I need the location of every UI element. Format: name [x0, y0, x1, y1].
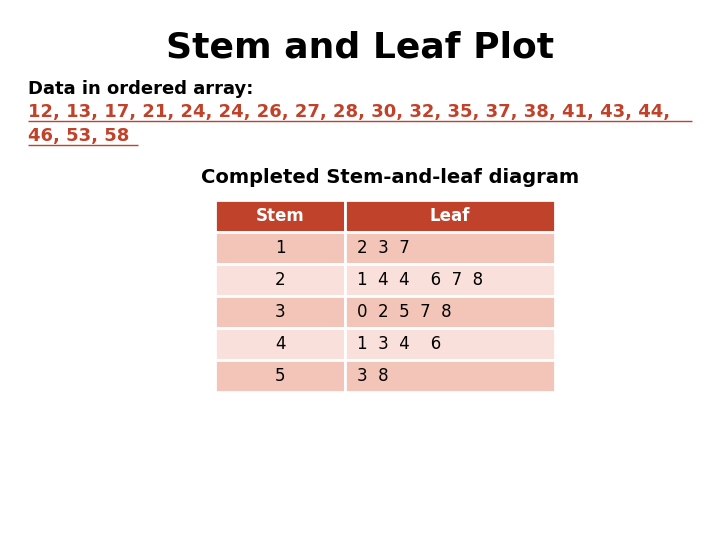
Bar — [215, 296, 345, 328]
Text: 3: 3 — [275, 303, 285, 321]
Bar — [215, 360, 345, 392]
Text: 5: 5 — [275, 367, 285, 385]
Text: 3  8: 3 8 — [357, 367, 389, 385]
Text: Stem: Stem — [256, 207, 305, 225]
Text: 46, 53, 58: 46, 53, 58 — [28, 127, 130, 145]
Text: 2: 2 — [275, 271, 285, 289]
Bar — [215, 328, 345, 360]
Bar — [215, 232, 345, 264]
Bar — [345, 360, 555, 392]
Text: 1: 1 — [275, 239, 285, 257]
Text: 2  3  7: 2 3 7 — [357, 239, 410, 257]
Bar — [345, 232, 555, 264]
Bar — [345, 296, 555, 328]
Bar — [345, 328, 555, 360]
Text: Leaf: Leaf — [430, 207, 470, 225]
Text: 12, 13, 17, 21, 24, 24, 26, 27, 28, 30, 32, 35, 37, 38, 41, 43, 44,: 12, 13, 17, 21, 24, 24, 26, 27, 28, 30, … — [28, 103, 670, 121]
Bar — [345, 200, 555, 232]
Text: 0  2  5  7  8: 0 2 5 7 8 — [357, 303, 451, 321]
Bar — [345, 264, 555, 296]
Bar — [215, 200, 345, 232]
Text: Data in ordered array:: Data in ordered array: — [28, 80, 253, 98]
Text: Stem and Leaf Plot: Stem and Leaf Plot — [166, 30, 554, 64]
Text: 1  3  4    6: 1 3 4 6 — [357, 335, 441, 353]
Bar — [215, 264, 345, 296]
Text: 4: 4 — [275, 335, 285, 353]
Text: 1  4  4    6  7  8: 1 4 4 6 7 8 — [357, 271, 483, 289]
Text: Completed Stem-and-leaf diagram: Completed Stem-and-leaf diagram — [201, 168, 579, 187]
